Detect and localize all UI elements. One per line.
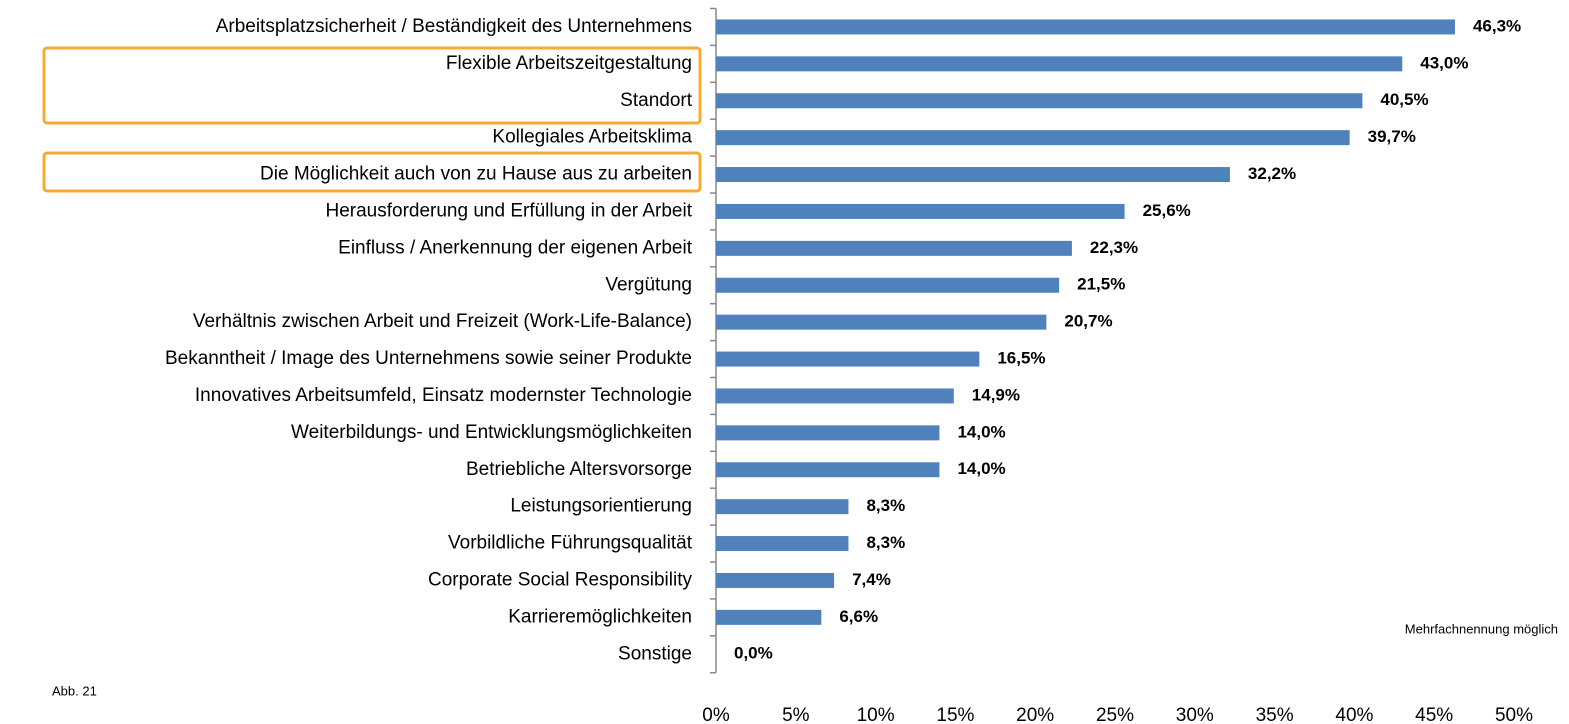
y-tick-label: Sonstige xyxy=(618,643,692,664)
bar xyxy=(716,351,980,367)
value-label: 14,0% xyxy=(957,459,1005,478)
bar xyxy=(716,277,1060,293)
bar xyxy=(716,536,849,552)
bar xyxy=(716,93,1363,109)
bar xyxy=(716,203,1125,219)
value-label: 0,0% xyxy=(734,644,773,663)
bar xyxy=(716,425,940,441)
bar xyxy=(716,572,835,588)
value-label: 40,5% xyxy=(1380,90,1428,109)
bar xyxy=(716,609,822,625)
y-tick-label: Weiterbildungs- und Entwicklungsmöglichk… xyxy=(291,422,692,443)
y-tick-label: Arbeitsplatzsicherheit / Beständigkeit d… xyxy=(216,16,692,37)
highlight-box xyxy=(42,151,702,193)
y-tick-label: Einfluss / Anerkennung der eigenen Arbei… xyxy=(338,237,693,258)
x-tick-label: 40% xyxy=(1335,705,1373,724)
value-label: 14,9% xyxy=(972,385,1020,404)
y-tick-label: Herausforderung und Erfüllung in der Arb… xyxy=(325,200,692,221)
y-tick-label: Leistungsorientierung xyxy=(510,496,692,517)
y-tick-label: Corporate Social Responsibility xyxy=(428,569,693,590)
y-tick-label: Vorbildliche Führungsqualität xyxy=(448,533,693,554)
y-tick-label: Kollegiales Arbeitsklima xyxy=(492,127,692,148)
value-label: 16,5% xyxy=(997,349,1045,368)
x-tick-label: 5% xyxy=(782,705,810,724)
x-tick-label: 10% xyxy=(857,705,895,724)
bar xyxy=(716,462,940,478)
y-tick-label: Betriebliche Altersvorsorge xyxy=(466,459,692,480)
y-tick-label: Innovatives Arbeitsumfeld, Einsatz moder… xyxy=(195,385,692,406)
value-label: 7,4% xyxy=(852,570,891,589)
x-tick-label: 30% xyxy=(1176,705,1214,724)
annotation: Mehrfachnennung möglich xyxy=(1405,621,1558,636)
value-label: 6,6% xyxy=(839,607,878,626)
value-label: 21,5% xyxy=(1077,275,1125,294)
y-tick-label: Standort xyxy=(620,90,693,111)
x-tick-label: 35% xyxy=(1256,705,1294,724)
x-tick-label: 45% xyxy=(1415,705,1453,724)
x-tick-label: 25% xyxy=(1096,705,1134,724)
value-label: 20,7% xyxy=(1064,312,1112,331)
value-label: 43,0% xyxy=(1420,53,1468,72)
value-label: 14,0% xyxy=(957,422,1005,441)
y-tick-label: Flexible Arbeitszeitgestaltung xyxy=(446,53,692,74)
x-tick-label: 20% xyxy=(1016,705,1054,724)
bar xyxy=(716,167,1230,183)
bar xyxy=(716,388,954,404)
bar xyxy=(716,56,1403,72)
value-label: 25,6% xyxy=(1143,201,1191,220)
value-label: 39,7% xyxy=(1368,127,1416,146)
y-tick-label: Vergütung xyxy=(605,274,692,295)
bar xyxy=(716,130,1350,146)
value-label: 8,3% xyxy=(866,533,905,552)
bar xyxy=(716,314,1047,330)
y-tick-label: Verhältnis zwischen Arbeit und Freizeit … xyxy=(193,311,692,332)
bar xyxy=(716,499,849,515)
x-tick-label: 0% xyxy=(702,705,730,724)
bar xyxy=(716,240,1072,256)
x-tick-label: 50% xyxy=(1495,705,1533,724)
value-label: 32,2% xyxy=(1248,164,1296,183)
y-tick-label: Bekanntheit / Image des Unternehmens sow… xyxy=(165,348,692,369)
bar xyxy=(716,19,1455,35)
y-tick-label: Karrieremöglichkeiten xyxy=(508,606,692,627)
annotation: Abb. 21 xyxy=(52,683,97,698)
value-label: 46,3% xyxy=(1473,16,1521,35)
value-label: 8,3% xyxy=(866,496,905,515)
value-label: 22,3% xyxy=(1090,238,1138,257)
highlight-box xyxy=(42,46,702,125)
x-tick-label: 15% xyxy=(936,705,974,724)
y-tick-label: Die Möglichkeit auch von zu Hause aus zu… xyxy=(260,164,692,185)
